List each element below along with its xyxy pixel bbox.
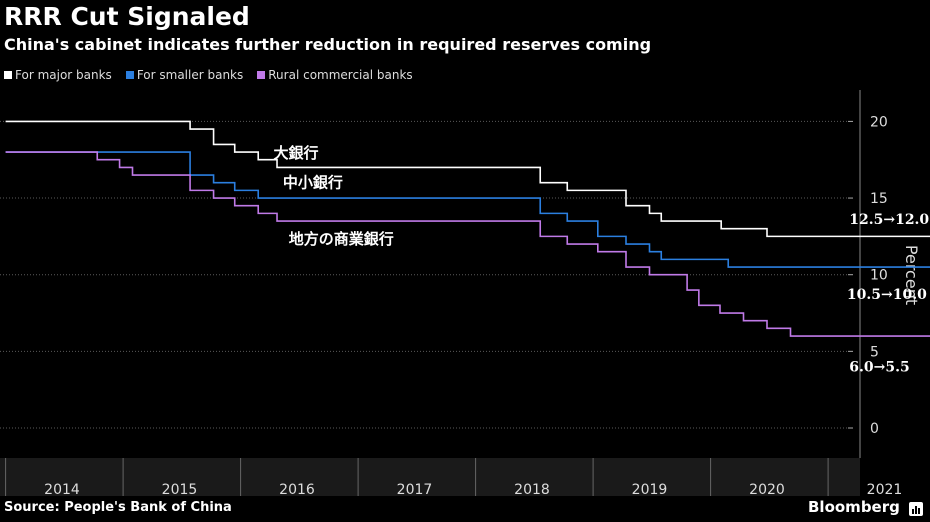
series-line-1 (5, 151, 930, 268)
x-tick-label: 2020 (749, 482, 785, 498)
chart-subtitle: China's cabinet indicates further reduct… (4, 35, 652, 54)
x-tick-label: 2014 (44, 482, 80, 498)
y-tick-label: 5 (870, 344, 879, 360)
y-tick-label: 20 (870, 114, 888, 130)
series-line-0 (5, 120, 930, 238)
legend-label-rural: Rural commercial banks (268, 68, 413, 82)
legend-swatch-smaller (125, 71, 134, 79)
y-tick-label: 0 (870, 421, 879, 437)
source-note: Source: People's Bank of China (4, 500, 232, 515)
annotation-label: 地方の商業銀行 (289, 230, 394, 248)
annotation-label: 12.5→12.0 (849, 212, 929, 228)
legend-swatch-rural (257, 71, 266, 79)
legend-item-rural: Rural commercial banks (257, 68, 413, 82)
legend-swatch-major (4, 71, 12, 79)
x-tick-label: 2019 (632, 482, 668, 498)
x-axis-band (0, 458, 860, 496)
bloomberg-logo: Bloomberg (808, 498, 900, 516)
y-tick-label: 15 (870, 191, 888, 207)
x-tick-label: 2015 (162, 482, 198, 498)
series-line-2 (5, 151, 930, 337)
annotation-label: 大銀行 (274, 144, 319, 162)
bloomberg-chart-icon (909, 502, 923, 516)
x-tick-label: 2017 (397, 482, 433, 498)
legend-item-smaller: For smaller banks (125, 68, 244, 82)
legend-label-major: For major banks (15, 68, 112, 82)
annotation-label: 10.5→10.0 (847, 287, 927, 303)
legend-item-major: For major banks (4, 68, 112, 82)
x-tick-label: 2021 (867, 482, 903, 498)
x-tick-label: 2018 (514, 482, 550, 498)
legend-label-smaller: For smaller banks (136, 68, 244, 82)
chart-title: RRR Cut Signaled (4, 2, 250, 31)
y-tick-label: 10 (870, 268, 888, 284)
y-axis-label: Percent (902, 245, 921, 305)
annotation-label: 中小銀行 (283, 173, 343, 191)
x-tick-label: 2016 (279, 482, 315, 498)
legend: For major banks For smaller banks Rural … (4, 68, 413, 82)
annotation-label: 6.0→5.5 (849, 359, 909, 375)
